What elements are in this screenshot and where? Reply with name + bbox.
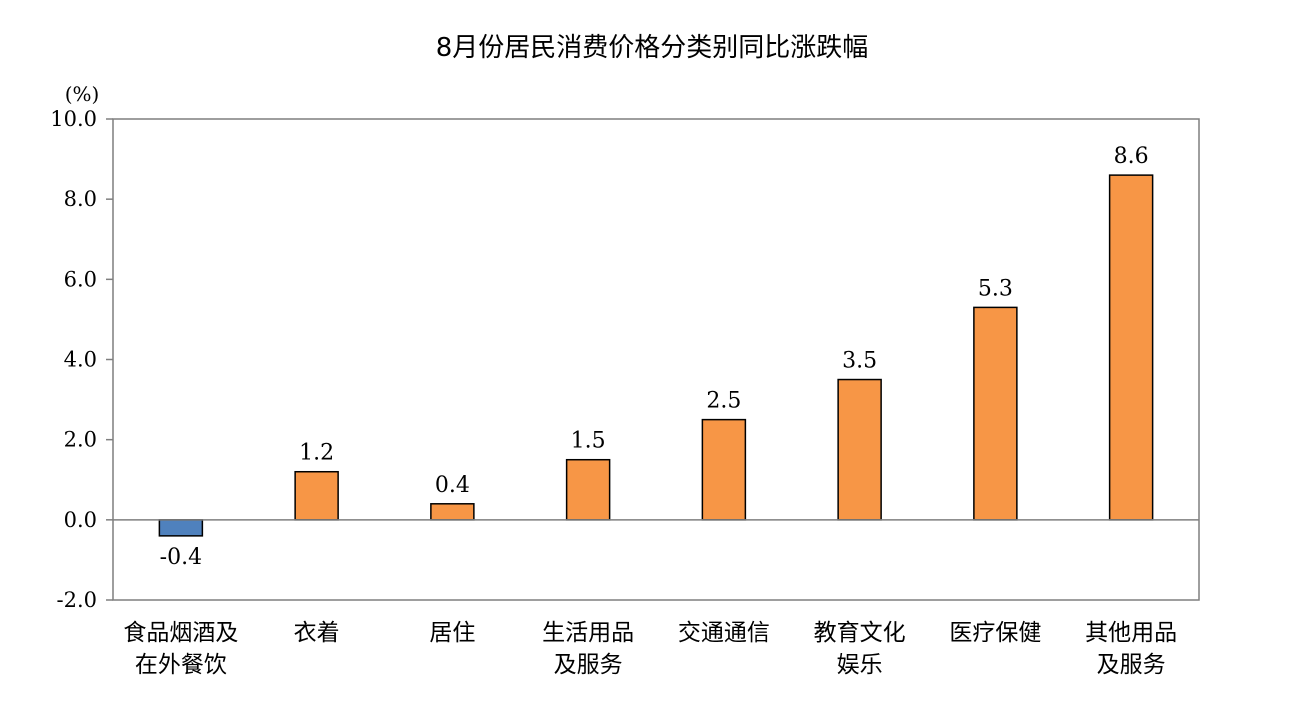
y-tick-label: 2.0: [64, 428, 97, 452]
data-label: 5.3: [978, 276, 1013, 301]
bar: [837, 378, 882, 521]
y-tick-label: 4.0: [64, 348, 97, 372]
bar: [1108, 174, 1154, 521]
chart-title: 8月份居民消费价格分类别同比涨跌幅: [436, 33, 869, 63]
data-label: 0.4: [435, 473, 470, 498]
x-category-label: 及服务: [554, 652, 623, 678]
bars: [158, 174, 1154, 537]
y-axis-unit-label: (%): [65, 82, 100, 106]
x-category-label: 医疗保健: [949, 620, 1041, 646]
data-label: 8.6: [1114, 144, 1149, 169]
x-category-label: 及服务: [1097, 652, 1166, 678]
y-axis-ticks: -2.0 0.0 2.0 4.0 6.0 8.0 10.0: [50, 107, 113, 612]
y-tick-label: -2.0: [57, 588, 98, 612]
data-label: -0.4: [160, 545, 202, 570]
x-category-label: 衣着: [294, 620, 340, 646]
bar: [973, 306, 1018, 521]
x-category-label: 交通通信: [678, 620, 770, 646]
bar: [701, 418, 747, 521]
x-category-label: 食品烟酒及: [123, 620, 238, 646]
y-tick-label: 6.0: [64, 267, 97, 291]
x-category-label: 娱乐: [837, 652, 883, 678]
data-labels: -0.4 1.2 0.4 1.5 2.5 3.5 5.3 8.6: [160, 144, 1149, 570]
y-tick-label: 10.0: [50, 107, 97, 131]
bar: [158, 519, 204, 537]
bar: [565, 458, 611, 521]
bar: [294, 470, 339, 521]
plot-area-frame: [112, 118, 1200, 601]
data-label: 2.5: [706, 389, 741, 414]
bar: [430, 503, 475, 521]
y-tick-label: 0.0: [64, 508, 97, 532]
x-category-label: 其他用品: [1085, 620, 1177, 646]
x-category-label: 在外餐饮: [135, 652, 227, 678]
x-category-label: 生活用品: [542, 620, 634, 646]
data-label: 1.2: [299, 441, 334, 466]
data-label: 3.5: [842, 349, 877, 374]
y-tick-label: 8.0: [64, 187, 97, 211]
data-label: 1.5: [571, 429, 606, 454]
x-category-label: 教育文化: [814, 620, 906, 646]
x-category-label: 居住: [429, 620, 475, 646]
